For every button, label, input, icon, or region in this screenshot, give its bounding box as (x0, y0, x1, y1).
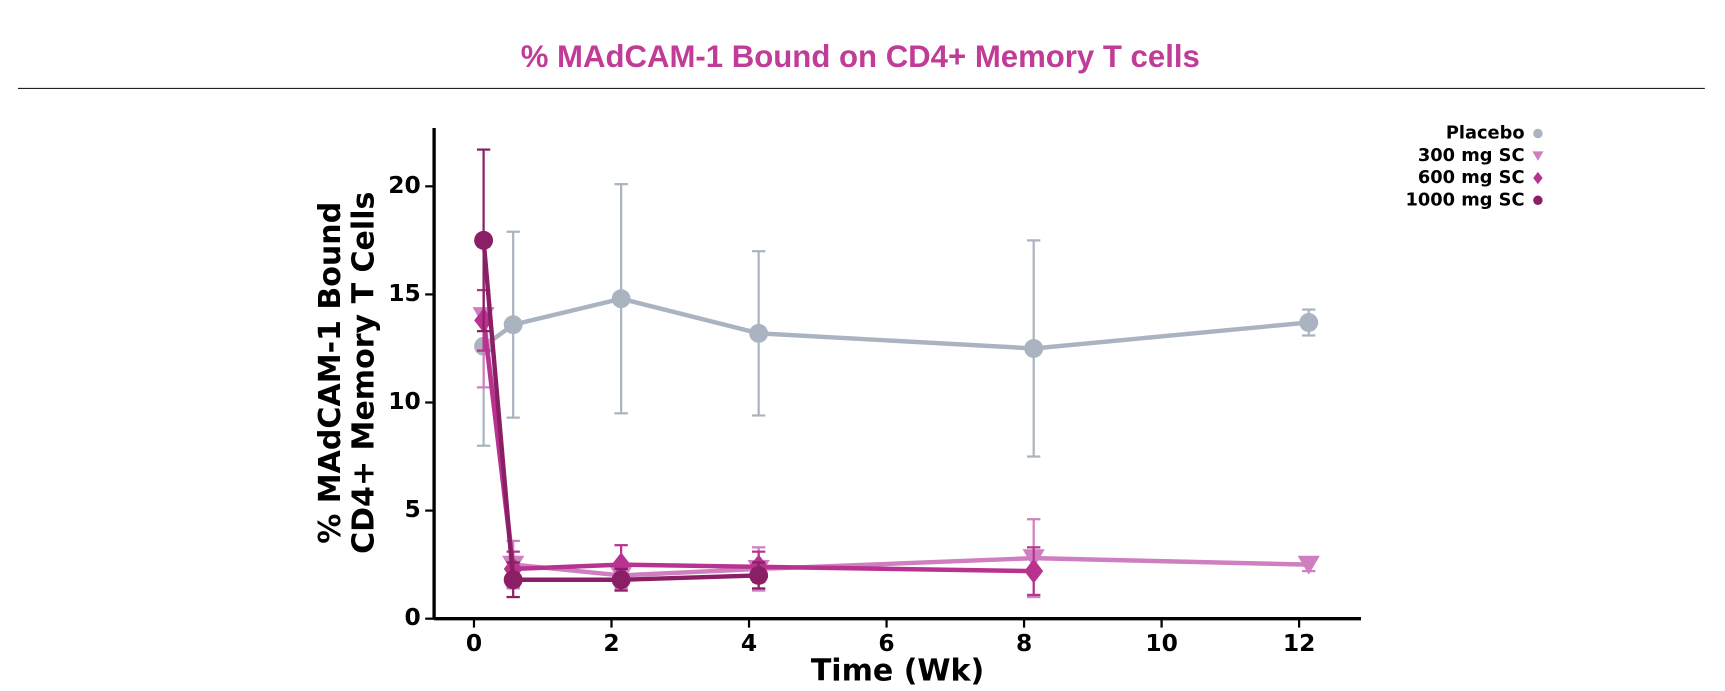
series-line (481, 315, 1309, 578)
y-tick-label: 5 (404, 495, 420, 523)
data-point (1297, 555, 1320, 575)
legend-label: 600 mg SC (1418, 167, 1525, 188)
y-tick-label: 20 (388, 171, 421, 199)
legend-marker (1533, 128, 1543, 139)
x-tick-label: 10 (1145, 629, 1178, 657)
data-point (611, 289, 631, 309)
x-tick-label: 8 (1016, 629, 1032, 657)
data-point (1024, 339, 1044, 358)
data-point (1024, 558, 1044, 584)
data-point (611, 552, 631, 577)
legend-label: 300 mg SC (1418, 145, 1525, 166)
data-point (503, 570, 523, 590)
legend-marker (1532, 151, 1544, 161)
x-tick-label: 4 (741, 629, 757, 657)
chart-title: % MAdCAM-1 Bound on CD4+ Memory T cells (521, 39, 1200, 74)
series-line (482, 296, 1309, 351)
x-tick-label: 0 (466, 629, 482, 657)
data-point (1299, 313, 1319, 332)
legend-label: 1000 mg SC (1405, 189, 1524, 210)
x-tick-label: 2 (603, 629, 619, 657)
legend-label: Placebo (1446, 123, 1525, 144)
y-tick-label: 15 (388, 279, 421, 307)
data-point (749, 323, 769, 343)
y-axis-label: CD4+ Memory T Cells (347, 192, 382, 554)
data-point (611, 570, 631, 590)
series-line (481, 240, 759, 582)
x-axis-label: Time (Wk) (811, 654, 984, 689)
legend-marker (1533, 171, 1543, 185)
data-point (474, 230, 494, 250)
x-tick-label: 12 (1283, 629, 1316, 657)
data-point (503, 315, 523, 335)
data-point (749, 565, 769, 585)
legend-marker (1533, 195, 1543, 206)
y-axis-label: % MAdCAM-1 Bound (313, 202, 348, 544)
x-tick-label: 6 (878, 629, 894, 657)
y-tick-label: 10 (388, 387, 421, 415)
y-tick-label: 0 (404, 603, 420, 631)
